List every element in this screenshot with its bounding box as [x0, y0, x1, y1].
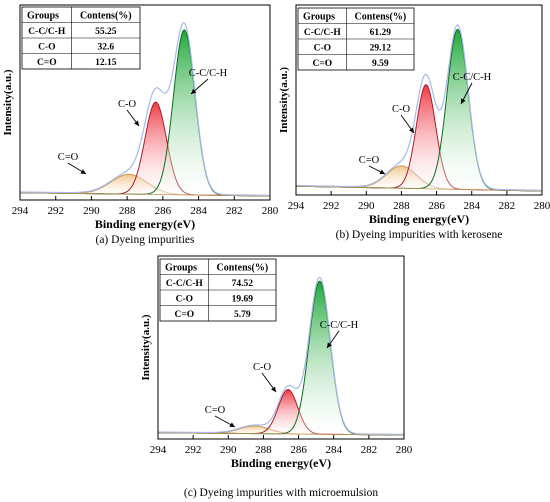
- peak-label-c-c-c-h: C-C/C-H: [189, 68, 228, 79]
- peak-label-c-o: C-O: [253, 362, 272, 373]
- baseline-line: [19, 192, 271, 197]
- contents-table: Groups Contens(%) C-C/C-H 55.25 C-O 32.6 C=O 12…: [21, 6, 141, 70]
- annotation-arrow-head: [409, 127, 414, 133]
- peak-label-c-o: C=O: [205, 405, 226, 416]
- table-cell-value: 9.59: [372, 59, 389, 69]
- x-tick-label: 292: [185, 444, 202, 456]
- table-cell-group: C=O: [37, 58, 57, 68]
- x-tick-label: 292: [47, 205, 64, 217]
- panel-caption: (a) Dyeing impurities: [95, 234, 195, 246]
- x-tick-label: 280: [534, 200, 550, 212]
- x-tick-label: 282: [361, 444, 378, 456]
- x-tick-label: 294: [150, 444, 167, 456]
- x-tick-label: 284: [190, 205, 207, 217]
- x-tick-label: 280: [396, 444, 413, 456]
- table-cell-group: C-C/C-H: [166, 279, 204, 289]
- table-cell-value: 5.79: [234, 310, 251, 320]
- x-tick-label: 284: [325, 444, 342, 456]
- x-tick-label: 292: [323, 200, 340, 212]
- envelope-line: [157, 276, 405, 435]
- x-axis-label: Binding energy(eV): [95, 217, 195, 231]
- peak-label-c-o: C-O: [392, 104, 411, 115]
- peak-label-c-o: C=O: [58, 152, 79, 163]
- x-tick-label: 286: [428, 200, 445, 212]
- table-cell-group: C-C/C-H: [304, 28, 342, 38]
- x-axis-label: Binding energy(eV): [231, 456, 331, 470]
- table-cell-value: 19.69: [232, 295, 254, 305]
- table-cell-value: 12.15: [95, 58, 117, 68]
- peak-area-c-o: [20, 102, 270, 196]
- annotation-arrow-head: [134, 120, 139, 126]
- annotation-arrow-head: [461, 98, 466, 104]
- table-header-groups: Groups: [303, 12, 335, 23]
- peak-label-c-o: C=O: [359, 155, 380, 166]
- annotation-arrow-head: [327, 342, 332, 348]
- peak-label-c-c-c-h: C-C/C-H: [453, 72, 492, 83]
- table-cell-value: 32.6: [97, 43, 114, 53]
- peak-area-c-o: [158, 389, 404, 435]
- table-cell-value: 74.52: [232, 279, 254, 289]
- x-tick-label: 290: [358, 200, 375, 212]
- x-tick-label: 286: [290, 444, 307, 456]
- panel-caption: (c) Dyeing impurities with microemulsion: [184, 487, 378, 499]
- x-tick-label: 280: [262, 205, 279, 217]
- annotation-arrow-head: [271, 386, 276, 392]
- table-header-groups: Groups: [165, 263, 197, 274]
- panel-caption: (b) Dyeing impurities with kerosene: [336, 229, 503, 241]
- x-tick-label: 282: [226, 205, 243, 217]
- x-tick-label: 290: [220, 444, 237, 456]
- table-cell-group: C-O: [176, 295, 193, 305]
- x-tick-label: 290: [83, 205, 100, 217]
- x-tick-label: 294: [12, 205, 29, 217]
- baseline-line: [295, 185, 543, 192]
- table-cell-value: 55.25: [95, 27, 117, 37]
- annotation-arrow-head: [379, 169, 385, 174]
- peak-area-c-o: [296, 84, 542, 191]
- x-tick-label: 286: [155, 205, 172, 217]
- table-header-groups: Groups: [27, 11, 59, 22]
- table-cell-value: 61.29: [370, 28, 392, 38]
- annotation-arrow-head: [229, 422, 235, 427]
- x-tick-label: 294: [288, 200, 305, 212]
- y-axis-label: Intensity(a.u.): [2, 69, 14, 135]
- x-tick-label: 288: [393, 200, 410, 212]
- x-tick-label: 288: [119, 205, 136, 217]
- plot-frame: [157, 255, 405, 440]
- envelope-line: [19, 22, 271, 196]
- peak-label-c-c-c-h: C-C/C-H: [320, 320, 359, 331]
- x-tick-label: 284: [463, 200, 480, 212]
- contents-table: Groups Contens(%) C-C/C-H 74.52 C-O 19.69 C=O 5…: [159, 258, 277, 322]
- table-cell-group: C-O: [38, 43, 55, 53]
- envelope-line: [295, 24, 543, 191]
- peak-label-c-o: C-O: [118, 99, 137, 110]
- x-tick-label: 288: [255, 444, 272, 456]
- contents-table: Groups Contens(%) C-C/C-H 61.29 C-O 29.12 C=O 9…: [297, 7, 415, 71]
- table-cell-group: C=O: [313, 59, 333, 69]
- table-header-contents: Contens(%): [217, 263, 269, 274]
- x-axis-label: Binding energy(eV): [369, 212, 469, 226]
- baseline-line: [157, 432, 405, 436]
- table-cell-group: C-O: [314, 44, 331, 54]
- annotation-arrow-head: [191, 88, 197, 94]
- y-axis-label: Intensity(a.u.): [278, 67, 290, 133]
- chart-panel: 294 292 290 288 286 284 282 280 Binding energy(e…: [278, 4, 550, 241]
- table-cell-group: C=O: [175, 310, 195, 320]
- table-cell-value: 29.12: [370, 44, 392, 54]
- table-header-contents: Contens(%): [355, 12, 407, 23]
- annotation-arrow-head: [80, 169, 86, 174]
- table-cell-group: C-C/C-H: [28, 27, 66, 37]
- plot-frame: [19, 4, 271, 201]
- x-tick-label: 282: [499, 200, 516, 212]
- table-header-contents: Contens(%): [80, 11, 132, 22]
- plot-frame: [295, 4, 543, 196]
- chart-panel: 294 292 290 288 286 284 282 280 Binding energy(e…: [140, 255, 413, 499]
- chart-panel: 294 292 290 288 286 284 282 280 Binding energy(e…: [2, 4, 279, 246]
- y-axis-label: Intensity(a.u.): [140, 314, 152, 380]
